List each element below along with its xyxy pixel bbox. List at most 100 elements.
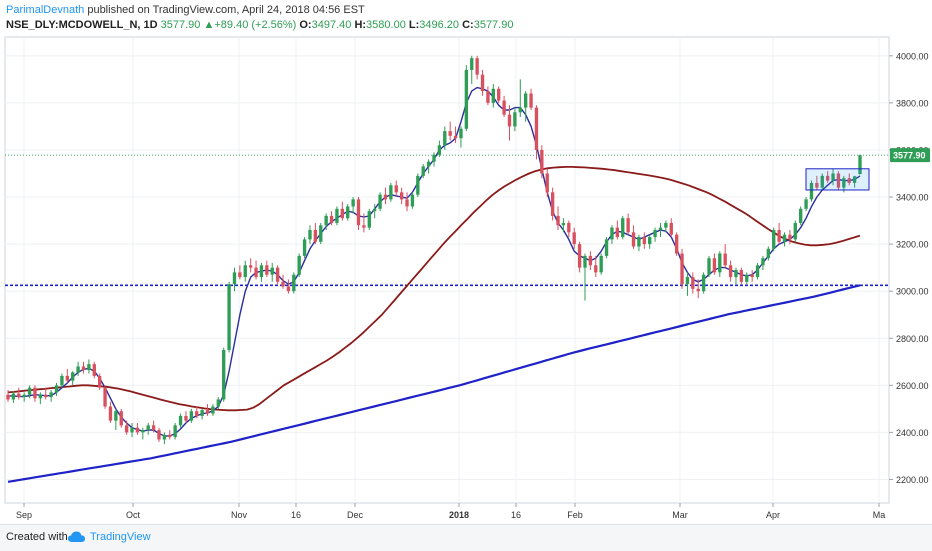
candle-body	[755, 265, 760, 278]
candle-body	[470, 58, 474, 70]
candle-body	[356, 199, 361, 226]
x-tick-label: 16	[511, 510, 521, 520]
x-tick-label: Sep	[16, 510, 32, 520]
chart-header: ParimalDevnath published on TradingView.…	[0, 0, 932, 36]
candle-body	[265, 265, 269, 275]
consolidation-box	[805, 168, 870, 191]
candle-body	[734, 270, 738, 278]
candle-body	[766, 248, 771, 259]
x-tick-label: Apr	[766, 510, 780, 520]
y-tick-label: 3000.00	[896, 287, 929, 297]
candle-body	[248, 265, 253, 268]
footer: Created with TradingView	[0, 524, 932, 551]
candle-body	[858, 155, 862, 175]
candle-body	[712, 258, 717, 273]
candle-body	[173, 425, 177, 438]
candle-body	[728, 265, 733, 278]
y-tick-label: 2400.00	[896, 428, 929, 438]
candle-body	[33, 387, 37, 399]
plot-area[interactable]	[4, 36, 890, 504]
y-axis[interactable]: 4000.003800.003600.003400.003200.003000.…	[889, 51, 930, 485]
candle-body	[497, 88, 501, 101]
candle-body	[71, 372, 75, 381]
y-tick-label: 3200.00	[896, 240, 929, 250]
candle-body	[464, 69, 469, 129]
candle-body	[583, 255, 587, 268]
candle-body	[502, 100, 506, 115]
candle-body	[141, 430, 145, 433]
price-chart[interactable]: 4000.003800.003600.003400.003200.003000.…	[0, 0, 932, 524]
ma-mid-line	[7, 165, 861, 412]
candle-body	[707, 258, 711, 275]
candle-body	[550, 192, 555, 216]
candle-body	[157, 430, 161, 440]
candle-body	[275, 267, 280, 282]
candle-body	[642, 237, 646, 245]
candle-body	[739, 270, 744, 282]
candle-body	[804, 199, 808, 209]
high-label: H:	[354, 19, 367, 31]
tradingview-link[interactable]: TradingView	[90, 531, 151, 543]
candle-body	[146, 425, 150, 431]
candle-body	[437, 145, 442, 155]
candle-body	[518, 107, 522, 113]
candle-body	[49, 392, 53, 398]
candle-body	[108, 406, 113, 421]
y-tick-label: 2600.00	[896, 381, 929, 391]
candle-body	[416, 175, 420, 195]
candle-body	[669, 222, 673, 235]
up-triangle-icon: ▲	[203, 19, 215, 31]
candle-body	[772, 229, 776, 249]
candle-body	[847, 178, 851, 183]
candle-body	[389, 185, 393, 200]
cloud-logo-icon	[68, 531, 85, 542]
candle-body	[211, 406, 215, 414]
symbol-label[interactable]: NSE_DLY:MCDOWELL_N, 1D	[6, 19, 158, 31]
candle-body	[674, 234, 679, 254]
candle-body	[297, 255, 301, 275]
candle-body	[373, 208, 377, 212]
x-tick-label: 16	[291, 510, 301, 520]
candle-body	[11, 393, 16, 400]
candle-body	[227, 284, 231, 351]
candle-body	[335, 208, 339, 223]
high-value: 3580.00	[366, 19, 406, 31]
candle-body	[151, 425, 156, 431]
x-tick-label: Oct	[126, 510, 141, 520]
candle-body	[168, 434, 172, 438]
y-tick-label: 3800.00	[896, 98, 929, 108]
candle-body	[114, 411, 118, 421]
open-value: 3497.40	[311, 19, 352, 31]
candle-body	[399, 192, 404, 200]
candle-body	[238, 272, 242, 278]
candle-body	[259, 265, 264, 278]
candle-body	[17, 393, 21, 398]
candle-body	[421, 166, 425, 176]
candle-body	[54, 385, 59, 393]
x-tick-label: Ma	[873, 510, 886, 520]
candle-body	[680, 253, 684, 285]
candle-body	[453, 135, 458, 139]
candle-body	[556, 215, 560, 226]
candles	[6, 55, 862, 445]
y-tick-label: 3400.00	[896, 193, 929, 203]
candle-body	[507, 114, 512, 127]
candle-body	[745, 274, 749, 282]
candle-body	[793, 222, 797, 240]
ohlc-line: NSE_DLY:MCDOWELL_N, 1D 3577.90 ▲+89.40 (…	[6, 19, 513, 31]
candle-body	[696, 288, 700, 292]
candle-body	[577, 244, 582, 268]
candle-body	[92, 364, 96, 376]
candle-body	[777, 229, 781, 242]
candle-body	[836, 173, 841, 188]
candle-body	[195, 411, 199, 416]
candle-body	[394, 185, 398, 193]
candle-body	[119, 411, 123, 426]
candle-body	[124, 425, 129, 433]
author-link[interactable]: ParimalDevnath	[6, 4, 85, 16]
candle-body	[594, 265, 598, 273]
x-axis[interactable]: Sep Oct Nov 16 Dec 2018 16 Feb Mar Apr Ma	[16, 503, 885, 520]
candle-body	[286, 286, 291, 292]
low-value: 3496.20	[419, 19, 460, 31]
candle-body	[313, 229, 318, 242]
